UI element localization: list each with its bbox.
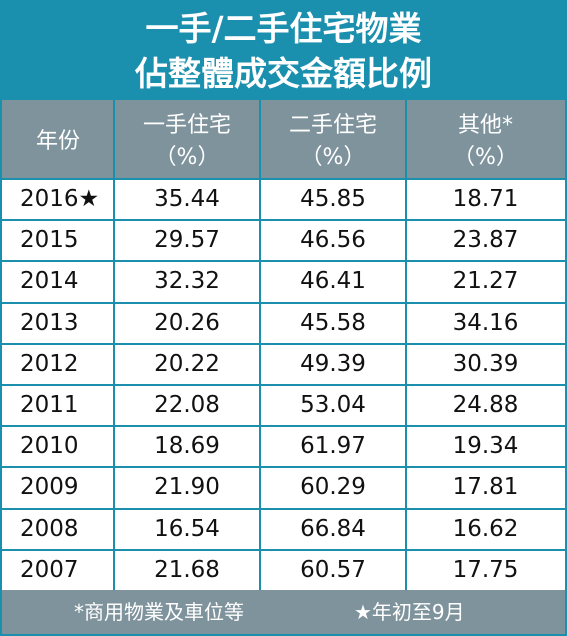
table-cell: 20.22 — [154, 350, 220, 377]
table-cell: 23.87 — [452, 227, 519, 254]
table-cell: 53.04 — [300, 392, 366, 418]
title-line: 佔整體成交金額比例 — [135, 54, 432, 93]
table-cell: 45.58 — [300, 309, 366, 336]
table-cell: 60.57 — [300, 556, 366, 583]
table-cell: 21.90 — [154, 474, 220, 501]
column-divider — [113, 100, 115, 590]
table-cell: 46.41 — [300, 268, 366, 295]
table-row: 2013 20.26 45.58 34.16 — [2, 301, 565, 343]
table-cell: 2008 — [20, 515, 79, 542]
table-row: 2016★ 35.44 45.85 18.71 — [2, 178, 565, 219]
column-divider — [259, 100, 261, 590]
header-unit: （%） — [300, 145, 366, 170]
table-cell: 2016★ — [20, 186, 100, 212]
table-cell: 49.39 — [300, 350, 366, 377]
table-row: 2010 18.69 61.97 19.34 — [2, 425, 565, 466]
table-cell: 17.75 — [452, 556, 519, 583]
table-row: 2011 22.08 53.04 24.88 — [2, 384, 565, 425]
table-cell: 29.57 — [154, 227, 220, 254]
table-cell: 21.68 — [154, 556, 220, 583]
table-cell: 66.84 — [300, 515, 366, 542]
table-cell: 2009 — [20, 474, 79, 501]
table-row: 2009 21.90 60.29 17.81 — [2, 466, 565, 507]
header-label: 二手住宅 — [288, 113, 377, 138]
table-cell: 2014 — [20, 268, 79, 295]
table-cell: 32.32 — [154, 268, 220, 295]
table-cell: 20.26 — [154, 309, 220, 336]
table-cell: 2010 — [20, 433, 79, 460]
table-cell: 16.62 — [452, 515, 519, 542]
table-cell: 2007 — [20, 556, 79, 583]
table-row: 2014 32.32 46.41 21.27 — [2, 260, 565, 301]
table-cell: 19.34 — [452, 433, 519, 460]
table-cell: 2013 — [20, 309, 79, 336]
header-unit: （%） — [154, 145, 220, 170]
table-cell: 18.69 — [154, 433, 220, 460]
table-cell: 16.54 — [154, 515, 220, 542]
header-cell: 其他* （%） — [406, 100, 565, 178]
header-label: 其他* — [457, 113, 513, 138]
title-line: 一手/二手住宅物業 — [145, 9, 422, 48]
header-cell: 一手住宅 （%） — [114, 100, 260, 178]
column-divider — [405, 100, 407, 590]
footnote: ★年初至9月 — [354, 600, 465, 624]
header-cell: 二手住宅 （%） — [260, 100, 406, 178]
table-row: 2015 29.57 46.56 23.87 — [2, 219, 565, 260]
title-band: 一手/二手住宅物業 佔整體成交金額比例 — [2, 2, 565, 100]
footnote: *商用物業及車位等 — [74, 600, 244, 624]
table-cell: 45.85 — [300, 186, 366, 212]
table-cell: 24.88 — [452, 392, 519, 418]
table-cell: 46.56 — [300, 227, 366, 254]
table-row: 2007 21.68 60.57 17.75 — [2, 548, 565, 590]
table-cell: 2015 — [20, 227, 79, 254]
header-cell: 年份 — [2, 100, 114, 178]
header-label: 年份 — [35, 129, 80, 154]
table-cell: 21.27 — [452, 268, 519, 295]
table-cell: 34.16 — [452, 309, 519, 336]
header-unit: （%） — [453, 145, 518, 170]
table-cell: 2012 — [20, 350, 79, 377]
table-cell: 35.44 — [154, 186, 220, 212]
table-cell: 61.97 — [300, 433, 366, 460]
header-row: 年份 一手住宅 （%） 二手住宅 （%） 其他* （%） — [2, 100, 565, 178]
table-row: 2008 16.54 66.84 16.62 — [2, 507, 565, 549]
table-cell: 18.71 — [452, 186, 519, 212]
table-cell: 2011 — [20, 392, 79, 418]
table-row: 2012 20.22 49.39 30.39 — [2, 342, 565, 384]
footer: *商用物業及車位等 ★年初至9月 — [2, 590, 565, 634]
header-label: 一手住宅 — [142, 113, 231, 138]
table-cell: 17.81 — [452, 474, 519, 501]
table-cell: 22.08 — [154, 392, 220, 418]
table-cell: 30.39 — [452, 350, 519, 377]
table-cell: 60.29 — [300, 474, 366, 501]
